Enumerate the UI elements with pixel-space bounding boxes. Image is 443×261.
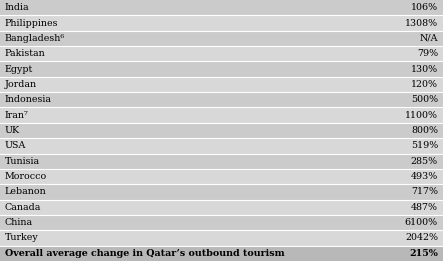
- Bar: [0, 138, 443, 153]
- Bar: [0, 61, 443, 77]
- Text: 130%: 130%: [411, 64, 438, 74]
- Text: USA: USA: [5, 141, 27, 150]
- Text: 285%: 285%: [411, 157, 438, 166]
- Text: 519%: 519%: [411, 141, 438, 150]
- Text: UK: UK: [5, 126, 20, 135]
- Text: 1308%: 1308%: [405, 19, 438, 27]
- Text: Bangladesh⁶: Bangladesh⁶: [5, 34, 65, 43]
- Text: 1100%: 1100%: [405, 111, 438, 120]
- Bar: [0, 108, 443, 123]
- Bar: [0, 153, 443, 169]
- Text: 6100%: 6100%: [405, 218, 438, 227]
- Bar: [0, 46, 443, 61]
- Bar: [0, 200, 443, 215]
- Text: 79%: 79%: [417, 49, 438, 58]
- Text: Iran⁷: Iran⁷: [5, 111, 29, 120]
- Text: 717%: 717%: [411, 187, 438, 197]
- Text: China: China: [5, 218, 33, 227]
- Text: India: India: [5, 3, 30, 12]
- Text: 800%: 800%: [411, 126, 438, 135]
- Text: 500%: 500%: [411, 95, 438, 104]
- Bar: [0, 31, 443, 46]
- Text: Canada: Canada: [5, 203, 41, 212]
- Text: Morocco: Morocco: [5, 172, 47, 181]
- Text: 487%: 487%: [411, 203, 438, 212]
- Bar: [0, 77, 443, 92]
- Bar: [0, 215, 443, 230]
- Bar: [0, 169, 443, 184]
- Text: 2042%: 2042%: [405, 234, 438, 242]
- Text: Jordan: Jordan: [5, 80, 37, 89]
- Text: Overall average change in Qatar’s outbound tourism: Overall average change in Qatar’s outbou…: [5, 249, 284, 258]
- Text: 493%: 493%: [411, 172, 438, 181]
- Text: Tunisia: Tunisia: [5, 157, 40, 166]
- Bar: [0, 246, 443, 261]
- Text: Indonesia: Indonesia: [5, 95, 52, 104]
- Text: 106%: 106%: [411, 3, 438, 12]
- Text: Philippines: Philippines: [5, 19, 58, 27]
- Bar: [0, 123, 443, 138]
- Bar: [0, 184, 443, 200]
- Bar: [0, 0, 443, 15]
- Text: Turkey: Turkey: [5, 234, 39, 242]
- Text: Egypt: Egypt: [5, 64, 33, 74]
- Bar: [0, 15, 443, 31]
- Text: Pakistan: Pakistan: [5, 49, 46, 58]
- Text: 215%: 215%: [409, 249, 438, 258]
- Bar: [0, 92, 443, 108]
- Bar: [0, 230, 443, 246]
- Text: 120%: 120%: [411, 80, 438, 89]
- Text: Lebanon: Lebanon: [5, 187, 47, 197]
- Text: N/A: N/A: [420, 34, 438, 43]
